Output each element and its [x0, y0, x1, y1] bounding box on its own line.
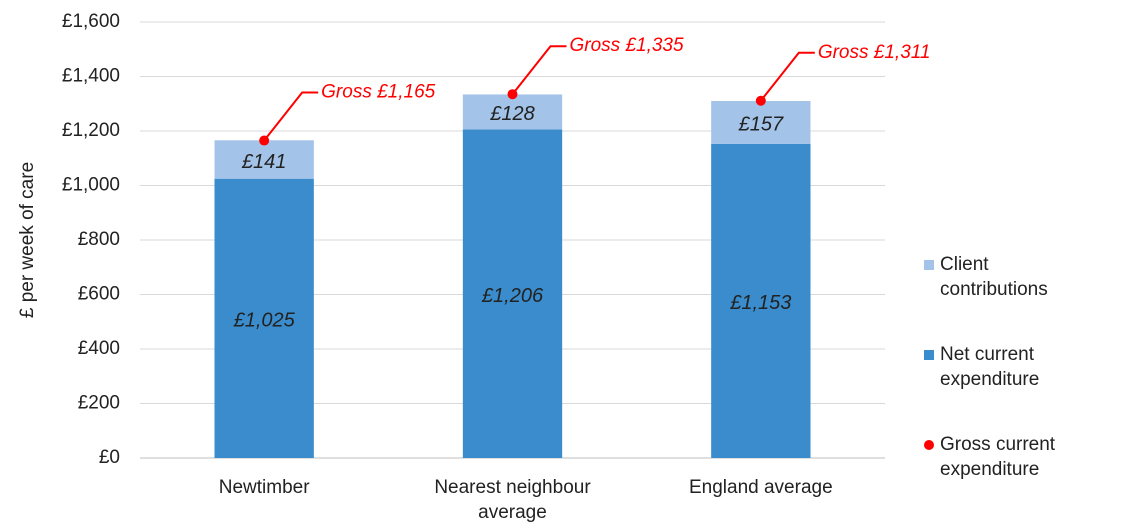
y-tick-label: £800 — [78, 229, 120, 250]
value-label: £1,206 — [481, 285, 544, 307]
y-tick-label: £0 — [99, 447, 120, 468]
legend-label: Net current expenditure — [940, 344, 1039, 390]
gross-point — [507, 89, 518, 100]
gross-label: Gross £1,311 — [818, 42, 931, 63]
bar-segment — [462, 94, 563, 130]
gross-label: Gross £1,165 — [321, 82, 435, 103]
bar-segment — [214, 140, 314, 179]
bar-segment — [711, 101, 811, 144]
legend-swatch — [924, 350, 934, 360]
gross-point — [259, 135, 270, 146]
value-label: £141 — [241, 151, 287, 173]
y-tick-label: £400 — [78, 338, 120, 359]
bar-segment — [214, 178, 314, 458]
y-tick-label: £1,400 — [62, 66, 120, 87]
y-tick-label: £1,600 — [62, 11, 120, 32]
gross-label: Gross £1,335 — [570, 35, 684, 56]
legend-marker — [924, 440, 934, 450]
y-tick-label: £1,200 — [62, 120, 120, 141]
value-label: £1,025 — [233, 310, 296, 332]
leader-line — [511, 45, 567, 95]
y-tick-label: £600 — [78, 284, 120, 305]
x-tick-label: Nearest neighbour average — [434, 477, 591, 523]
x-tick-label: Newtimber — [219, 477, 310, 498]
leader-line — [760, 51, 815, 102]
bar-segment — [711, 143, 811, 458]
legend-label: Gross current expenditure — [940, 434, 1056, 480]
value-label: £1,153 — [729, 292, 791, 314]
y-tick-label: £200 — [78, 393, 120, 414]
value-label: £157 — [738, 114, 784, 136]
gross-point — [755, 95, 766, 106]
value-label: £128 — [489, 103, 535, 125]
legend-swatch — [924, 260, 934, 270]
leader-line — [263, 91, 319, 142]
y-tick-label: £1,000 — [62, 175, 120, 196]
x-tick-label: England average — [689, 477, 833, 498]
bar-segment — [462, 129, 563, 459]
legend-label: Client contributions — [940, 254, 1048, 300]
y-axis-label: £ per week of care — [17, 162, 38, 318]
